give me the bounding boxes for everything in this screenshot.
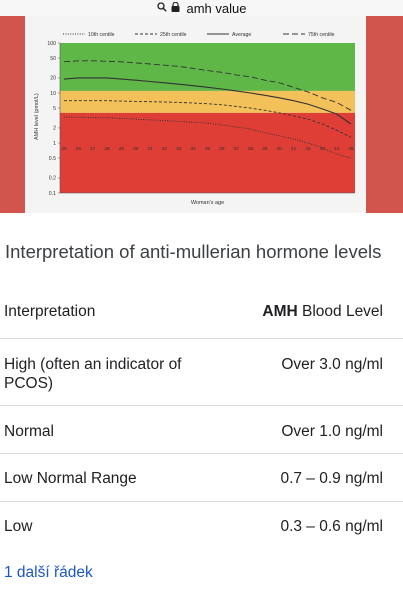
x-tick-label: 37: [234, 146, 240, 152]
series-line: [63, 60, 352, 111]
row-label: High (often an indicator of PCOS): [4, 356, 182, 392]
x-tick-label: 44: [334, 146, 340, 152]
x-tick-label: 25: [61, 146, 67, 152]
x-tick-label: 40: [277, 146, 283, 152]
x-tick-label: 42: [305, 146, 311, 152]
legend-label: 75th centile: [308, 32, 335, 38]
row-value: Over 3.0 ng/ml: [281, 356, 383, 373]
lock-icon: [171, 1, 180, 15]
header-blood-level: AMH Blood Level: [262, 302, 383, 321]
x-tick-label: 36: [219, 146, 225, 152]
x-tick-label: 30: [133, 146, 139, 152]
row-value: 0.7 – 0.9 ng/ml: [280, 470, 383, 487]
y-tick-label: 1: [53, 141, 56, 147]
y-axis-label: AMH level (pmol/L): [34, 93, 40, 140]
y-tick-label: 50: [50, 56, 56, 62]
more-rows-link[interactable]: 1 další řádek: [4, 564, 93, 581]
y-tick-label: 10: [50, 91, 56, 97]
x-tick-label: 35: [205, 146, 211, 152]
x-axis-label: Woman's age: [191, 200, 224, 206]
x-tick-label: 34: [190, 146, 196, 152]
header-interpretation: Interpretation: [4, 303, 96, 320]
y-tick-label: 5: [53, 106, 56, 112]
chart-band: [60, 112, 355, 193]
y-tick-label: 0.1: [49, 191, 56, 197]
x-tick-label: 38: [248, 146, 254, 152]
row-value: Over 1.0 ng/ml: [281, 423, 383, 440]
section-title: Interpretation of anti-mullerian hormone…: [5, 241, 382, 262]
x-tick-label: 29: [119, 146, 125, 152]
table-row: Low 0.3 – 0.6 ng/ml: [0, 502, 403, 550]
url-text: amh value: [186, 0, 247, 16]
x-tick-label: 41: [291, 146, 297, 152]
chart-image[interactable]: 25 26 27 28 29 30 31 32 33 34 35 36 37 38 39 40 41 42 43 44…: [0, 16, 403, 213]
y-tick-label: 100: [47, 41, 56, 47]
chart-band: [60, 90, 355, 113]
amh-table: Interpretation AMH Blood Level High (oft…: [0, 284, 403, 550]
table-header: Interpretation AMH Blood Level: [0, 284, 403, 339]
row-label: Low: [4, 518, 33, 535]
table-row: Low Normal Range 0.7 – 0.9 ng/ml: [0, 454, 403, 502]
x-tick-label: 43: [320, 146, 326, 152]
x-tick-label: 33: [176, 146, 182, 152]
x-tick-label: 28: [104, 146, 110, 152]
series-line: [63, 77, 352, 125]
amh-chart: 25 26 27 28 29 30 31 32 33 34 35 36 37 38 39 40 41 42 43 44…: [34, 32, 355, 206]
chart-card: 25 26 27 28 29 30 31 32 33 34 35 36 37 38 39 40 41 42 43 44…: [25, 16, 366, 213]
y-tick-label: 20: [50, 76, 56, 82]
x-tick-label: 31: [147, 146, 153, 152]
series-line: [64, 100, 352, 138]
legend-label: 10th centile: [88, 32, 115, 38]
y-tick-label: 2: [53, 126, 56, 132]
x-tick-label: 26: [76, 146, 82, 152]
x-tick-label: 27: [90, 146, 96, 152]
header-blood-level-rest: Blood Level: [297, 303, 383, 320]
y-tick-label: 0.5: [49, 156, 56, 162]
table-row: High (often an indicator of PCOS) Over 3…: [0, 339, 403, 406]
address-bar[interactable]: amh value: [0, 0, 403, 16]
legend-label: Average: [232, 32, 251, 38]
y-tick-label: 0.2: [49, 176, 56, 182]
row-label: Normal: [4, 423, 54, 440]
table-row: Normal Over 1.0 ng/ml: [0, 406, 403, 454]
row-label: Low Normal Range: [4, 470, 137, 487]
chart-band: [60, 43, 355, 91]
header-amh: AMH: [262, 303, 298, 320]
x-tick-label: 32: [162, 146, 168, 152]
search-icon: [156, 1, 167, 15]
legend-label: 25th centile: [160, 32, 187, 38]
row-value: 0.3 – 0.6 ng/ml: [280, 518, 383, 535]
x-tick-label: 45: [348, 146, 354, 152]
x-tick-label: 39: [262, 146, 268, 152]
